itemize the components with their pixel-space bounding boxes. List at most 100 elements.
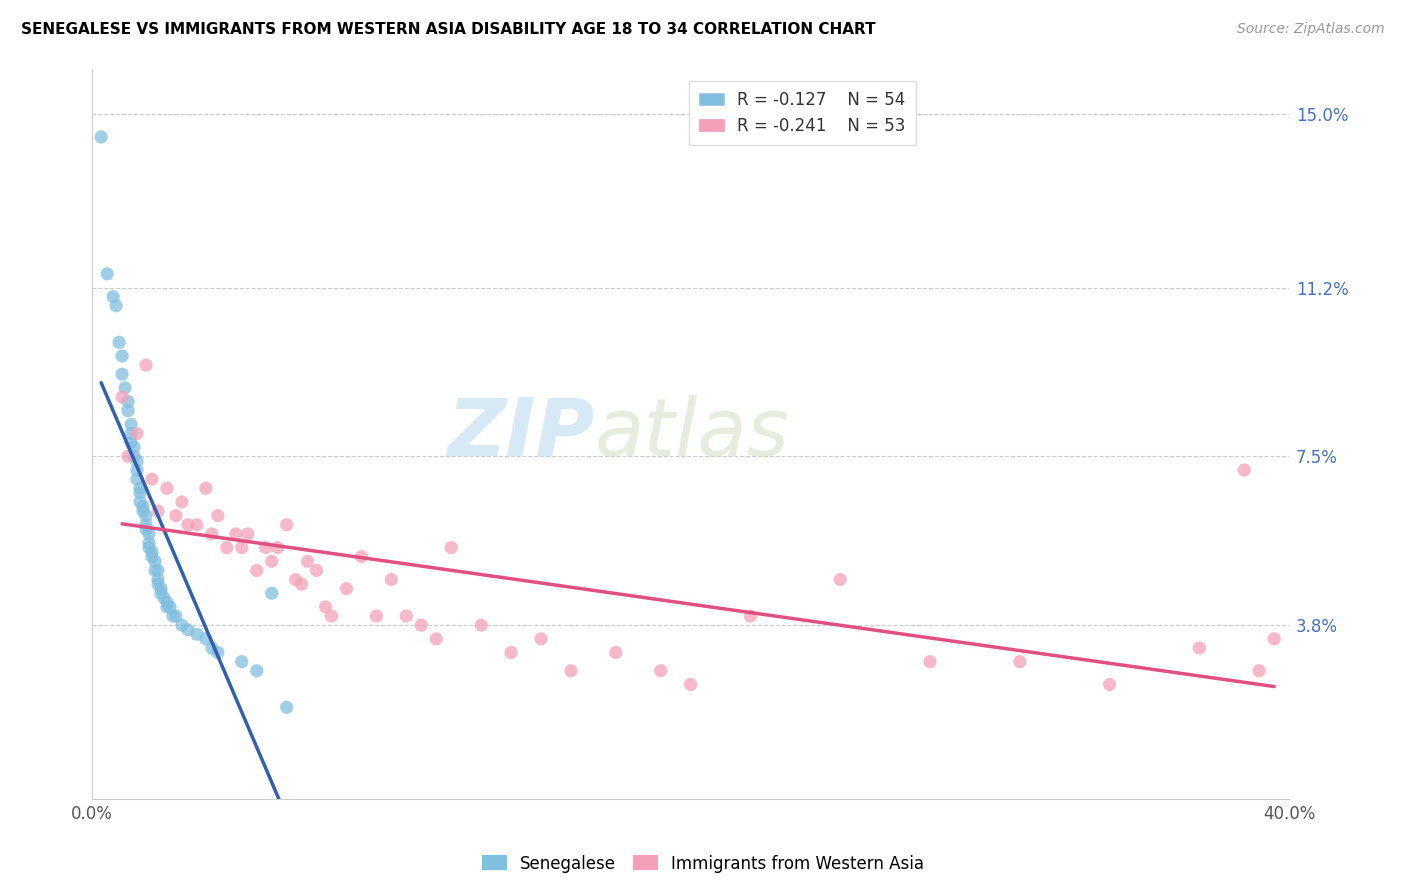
Point — [1263, 632, 1285, 646]
Point — [650, 664, 672, 678]
Point — [135, 358, 157, 372]
Point — [830, 573, 852, 587]
Point — [395, 609, 418, 624]
Point — [170, 495, 193, 509]
Text: SENEGALESE VS IMMIGRANTS FROM WESTERN ASIA DISABILITY AGE 18 TO 34 CORRELATION C: SENEGALESE VS IMMIGRANTS FROM WESTERN AS… — [21, 22, 876, 37]
Point — [177, 517, 200, 532]
Point — [170, 618, 193, 632]
Point — [143, 554, 166, 568]
Point — [186, 627, 208, 641]
Point — [105, 299, 128, 313]
Point — [125, 426, 148, 441]
Point — [425, 632, 447, 646]
Point — [1008, 655, 1031, 669]
Point — [440, 541, 463, 555]
Point — [470, 618, 492, 632]
Point — [267, 541, 290, 555]
Point — [297, 554, 319, 568]
Point — [150, 582, 173, 596]
Point — [260, 586, 283, 600]
Point — [740, 609, 762, 624]
Point — [156, 595, 179, 609]
Text: ZIP: ZIP — [447, 394, 595, 473]
Point — [117, 394, 139, 409]
Point — [153, 591, 176, 605]
Point — [96, 267, 118, 281]
Point — [156, 481, 179, 495]
Point — [141, 549, 163, 564]
Point — [231, 541, 253, 555]
Point — [162, 609, 184, 624]
Point — [1098, 677, 1121, 691]
Point — [138, 541, 160, 555]
Point — [215, 541, 238, 555]
Point — [146, 504, 169, 518]
Point — [246, 563, 269, 577]
Point — [501, 646, 523, 660]
Point — [165, 508, 187, 523]
Point — [350, 549, 373, 564]
Point — [122, 450, 145, 464]
Point — [143, 563, 166, 577]
Point — [111, 390, 134, 404]
Point — [201, 640, 224, 655]
Point — [679, 677, 702, 691]
Point — [146, 577, 169, 591]
Point — [117, 403, 139, 417]
Point — [560, 664, 582, 678]
Point — [125, 454, 148, 468]
Point — [141, 472, 163, 486]
Point — [117, 450, 139, 464]
Text: atlas: atlas — [595, 394, 790, 473]
Point — [129, 495, 152, 509]
Point — [135, 517, 157, 532]
Legend: Senegalese, Immigrants from Western Asia: Senegalese, Immigrants from Western Asia — [475, 848, 931, 880]
Point — [132, 504, 155, 518]
Point — [120, 417, 142, 432]
Point — [236, 527, 259, 541]
Point — [380, 573, 402, 587]
Point — [276, 517, 298, 532]
Point — [260, 554, 283, 568]
Point — [276, 700, 298, 714]
Point — [305, 563, 328, 577]
Point — [225, 527, 247, 541]
Point — [366, 609, 388, 624]
Point — [135, 522, 157, 536]
Point — [177, 623, 200, 637]
Point — [156, 599, 179, 614]
Point — [1233, 463, 1256, 477]
Point — [120, 426, 142, 441]
Point — [186, 517, 208, 532]
Text: Source: ZipAtlas.com: Source: ZipAtlas.com — [1237, 22, 1385, 37]
Point — [138, 527, 160, 541]
Point — [315, 599, 337, 614]
Point — [111, 368, 134, 382]
Point — [321, 609, 343, 624]
Point — [284, 573, 307, 587]
Point — [108, 335, 131, 350]
Point — [194, 632, 217, 646]
Point — [254, 541, 277, 555]
Point — [231, 655, 253, 669]
Point — [111, 349, 134, 363]
Point — [129, 481, 152, 495]
Point — [918, 655, 941, 669]
Point — [141, 545, 163, 559]
Point — [246, 664, 269, 678]
Point — [125, 472, 148, 486]
Point — [201, 527, 224, 541]
Point — [207, 508, 229, 523]
Point — [165, 609, 187, 624]
Point — [150, 586, 173, 600]
Point — [90, 130, 112, 145]
Point — [120, 435, 142, 450]
Point — [1249, 664, 1271, 678]
Point — [125, 463, 148, 477]
Point — [122, 440, 145, 454]
Point — [146, 573, 169, 587]
Point — [207, 646, 229, 660]
Point — [138, 536, 160, 550]
Point — [605, 646, 627, 660]
Point — [530, 632, 553, 646]
